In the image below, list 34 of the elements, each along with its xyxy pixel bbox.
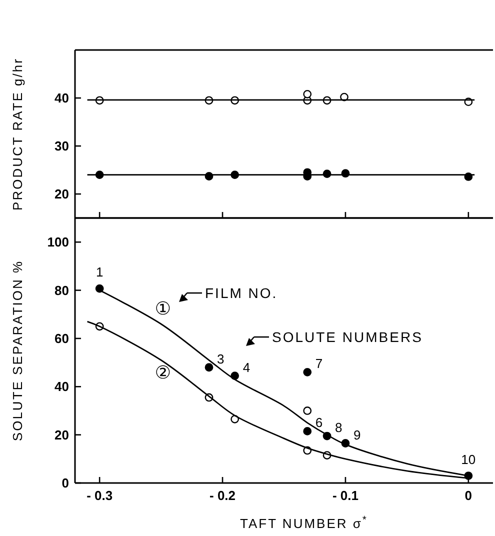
y-axis-title: PRODUCT RATE g/hr [10,58,25,210]
annotation: FILM NO. [205,284,278,301]
x-axis-title: TAFT NUMBER σ$^{*}$ [240,514,368,531]
annotation: ① [154,298,172,320]
y-tick-label: 60 [54,331,69,346]
x-tick-label: - 0.3 [86,488,113,503]
annotation: 10 [461,452,476,467]
point [303,368,312,376]
annotation: 7 [315,356,323,372]
annotation: 3 [217,351,224,366]
y-tick-label: 40 [54,379,69,394]
annotation: 1 [96,264,104,280]
annotation: 6 [315,415,323,430]
annotation: 9 [353,427,361,442]
x-tick-label: - 0.2 [210,488,236,503]
annotation: SOLUTE NUMBERS [272,328,423,345]
y-axis-title: SOLUTE SEPARATION % [10,260,25,442]
y-tick-label: 0 [62,476,69,491]
y-tick-label: 100 [47,234,69,250]
y-tick-label: 20 [54,427,69,442]
point [204,363,214,372]
point [303,406,312,415]
annotation: 8 [335,420,342,436]
y-tick-label: 30 [54,138,69,154]
y-tick-label: 20 [54,186,69,202]
y-tick-label: 40 [54,90,69,106]
point [303,427,312,436]
x-tick-label: 0 [464,488,472,503]
y-tick-label: 80 [54,282,69,298]
point [95,284,104,293]
point [303,90,312,98]
x-tick-label: - 0.1 [332,488,358,503]
annotation: ② [154,362,172,384]
annotation: 4 [242,360,250,375]
